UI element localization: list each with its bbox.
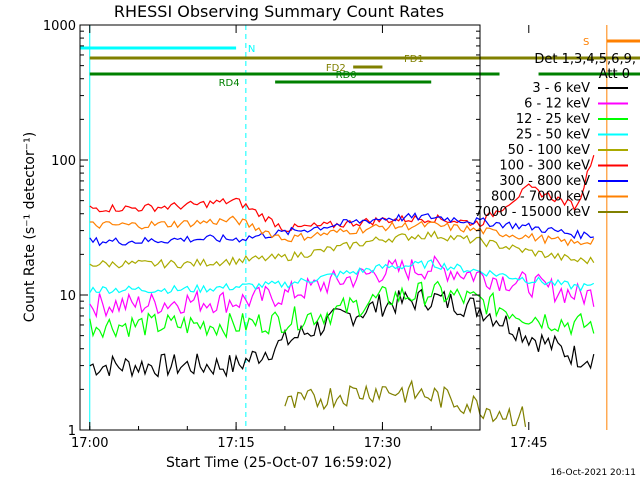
series-lines <box>89 155 595 427</box>
legend-label: 3 - 6 keV <box>532 81 590 96</box>
flag-label-rd0: RD0 <box>336 70 357 81</box>
x-axis-label: Start Time (25-Oct-07 16:59:02) <box>166 455 392 471</box>
series-line-8 <box>284 379 527 427</box>
axes: 17:0017:1517:3017:4518:0018:1518:3011010… <box>43 19 548 451</box>
plot-frame <box>79 24 481 431</box>
x-tick-label: 17:45 <box>510 436 547 451</box>
y-tick-label: 1 <box>68 424 76 439</box>
legend-title: Det 1,3,4,5,6,9, <box>534 52 636 67</box>
flag-label-s: S <box>583 37 589 48</box>
legend-label: 800 - 7000 keV <box>491 190 590 205</box>
x-tick-label: 17:30 <box>364 436 401 451</box>
legend-label: 6 - 12 keV <box>524 97 590 112</box>
series-line-2 <box>89 280 595 339</box>
plot-area <box>89 25 608 430</box>
series-line-0 <box>89 288 595 379</box>
x-tick-label: 17:00 <box>71 436 108 451</box>
y-tick-label: 100 <box>51 154 76 169</box>
series-line-1 <box>89 254 595 319</box>
series-line-5 <box>89 155 595 233</box>
series-line-3 <box>89 259 595 295</box>
flag-label-n: N <box>248 44 255 55</box>
x-tick-label: 17:15 <box>217 436 254 451</box>
timestamp: 16-Oct-2021 20:11 <box>551 468 636 478</box>
legend-label: 50 - 100 keV <box>508 143 591 158</box>
series-line-6 <box>89 212 594 247</box>
series-line-7 <box>89 215 595 247</box>
y-tick-label: 10 <box>59 289 76 304</box>
legend-label: 12 - 25 keV <box>516 112 590 127</box>
flag-label-fd1: FD1 <box>404 54 424 65</box>
legend-label: 7000 - 15000 keV <box>475 205 591 220</box>
legend-label: 100 - 300 keV <box>499 159 590 174</box>
legend-label: 300 - 800 keV <box>499 174 590 189</box>
flag-label-rd4: RD4 <box>219 78 240 89</box>
y-axis-label: Count Rate (s⁻¹ detector⁻¹) <box>22 132 38 322</box>
flag-label-fd2: FD2 <box>326 63 346 74</box>
y-tick-label: 1000 <box>43 19 76 34</box>
series-line-4 <box>89 230 595 269</box>
legend-label: 25 - 50 keV <box>516 128 590 143</box>
chart-title: RHESSI Observing Summary Count Rates <box>114 2 444 21</box>
legend-subtitle: Att 0 <box>599 67 630 82</box>
